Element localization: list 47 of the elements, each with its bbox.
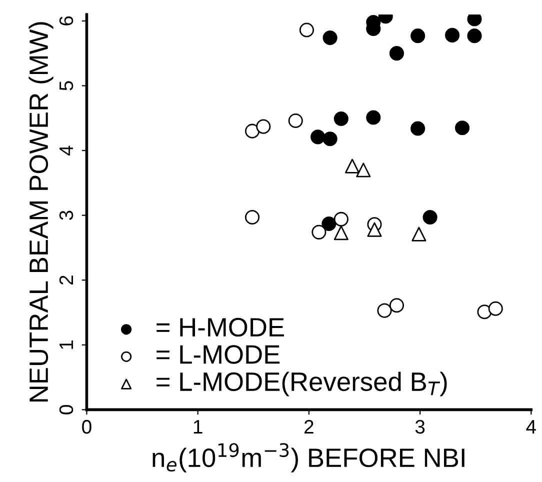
point: [334, 212, 348, 226]
y-tick-label: 0: [59, 405, 74, 414]
point: [366, 110, 381, 125]
point: [488, 301, 503, 316]
point: [312, 224, 326, 240]
point: [310, 130, 326, 144]
point: [322, 30, 338, 46]
point: [389, 46, 404, 61]
point: [256, 119, 271, 134]
point: [299, 22, 314, 38]
legend-label: = L-MODE(Reversed B$_{T}$): [156, 372, 447, 396]
legend-label: = H-MODE: [156, 318, 284, 337]
y-tick-label: 3: [59, 210, 74, 220]
y-tick-label: 4: [60, 146, 73, 156]
point: [467, 28, 482, 44]
point: [467, 14, 482, 26]
point: [377, 303, 392, 318]
y-tick-label: 5: [60, 81, 74, 90]
point: [367, 222, 382, 237]
point: [444, 28, 460, 42]
legend-label: = L-MODE: [156, 345, 280, 364]
y-tick-label: 1: [60, 340, 73, 349]
x-tick-label: 0: [82, 420, 92, 434]
x-tick-label: 1: [194, 420, 202, 434]
point: [322, 132, 338, 146]
point: [356, 162, 371, 178]
point: [334, 226, 348, 240]
point: [322, 216, 336, 232]
point: [410, 28, 426, 44]
point: [244, 210, 260, 225]
x-tick-label: 2: [304, 420, 314, 434]
point: [412, 226, 426, 242]
y-tick-label: 2: [59, 276, 73, 285]
y-tick-label: 6: [59, 16, 74, 26]
point: [454, 120, 470, 136]
y-axis-title: NEUTRAL BEAM POWER (MW): [28, 22, 54, 402]
point: [422, 210, 438, 225]
point: [288, 113, 303, 128]
point: [389, 298, 404, 313]
point: [244, 124, 260, 138]
point: [477, 304, 492, 320]
x-tick-label: 4: [526, 420, 536, 434]
x-tick-label: 3: [415, 420, 425, 434]
point: [344, 158, 360, 174]
point: [334, 111, 348, 126]
point: [410, 121, 426, 136]
x-axis-title: n$_{e}$(10$^{19}$m$^{−3}$) BEFORE NBI: [152, 443, 464, 472]
